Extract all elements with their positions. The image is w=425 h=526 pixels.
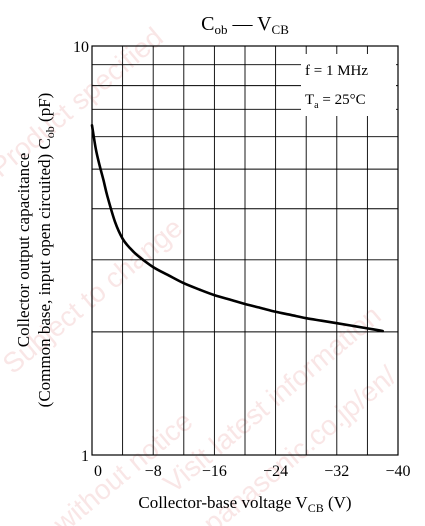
- y-tick-label: 10: [73, 39, 89, 56]
- series-line-cob: [90, 123, 384, 333]
- plot-frame: [91, 45, 399, 456]
- freq-annotation: f = 1 MHz: [305, 63, 368, 79]
- y-tick-labels: 10 1: [73, 39, 89, 465]
- title-v: V: [257, 13, 272, 35]
- x-tick-label: −8: [145, 463, 162, 480]
- grid: [92, 46, 398, 455]
- title-dash: —: [227, 13, 257, 35]
- x-tick-label: −40: [385, 463, 410, 480]
- x-tick-labels: 0 −8 −16 −24 −32 −40: [94, 463, 411, 480]
- x-axis-label: Collector-base voltage VCB (V): [138, 493, 351, 515]
- title-c-sub: ob: [214, 22, 227, 37]
- temp-annotation: Ta = 25°C: [305, 92, 366, 111]
- y-axis-label-line1: Collector output capacitance: [14, 153, 33, 347]
- title-v-sub: CB: [272, 22, 290, 37]
- x-tick-label: −32: [324, 463, 349, 480]
- chart-title: Cob — VCB: [201, 13, 289, 37]
- condition-box: f = 1 MHz Ta = 25°C: [301, 54, 396, 116]
- title-c: C: [201, 13, 214, 35]
- y-axis-label-line2: (Common base, input open circuited) Cob …: [35, 93, 57, 408]
- x-tick-label: −24: [263, 463, 288, 480]
- y-axis-label: Collector output capacitance (Common bas…: [14, 93, 57, 408]
- condition-box-bg: [301, 54, 396, 116]
- y-tick-label: 1: [81, 448, 89, 465]
- x-tick-label: −16: [202, 463, 227, 480]
- x-tick-label: 0: [94, 463, 102, 480]
